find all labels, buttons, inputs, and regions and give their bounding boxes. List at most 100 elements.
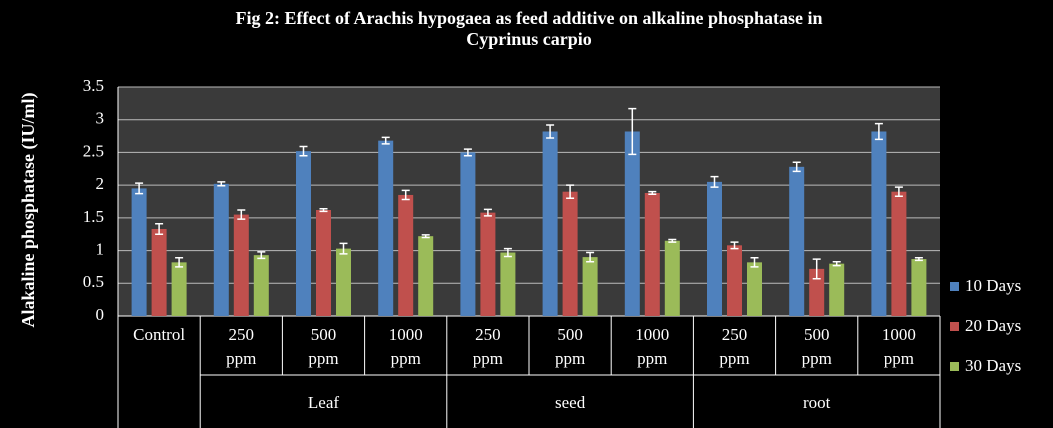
x-tick-label: ppm — [226, 349, 256, 368]
error-bar — [586, 251, 595, 263]
x-tick-label: ppm — [555, 349, 585, 368]
error-bar — [257, 251, 266, 260]
x-tick-label: ppm — [391, 349, 421, 368]
bar — [296, 151, 311, 316]
bar — [582, 257, 598, 316]
legend-swatch — [950, 282, 959, 291]
group-label: seed — [555, 393, 586, 412]
error-bar — [832, 260, 841, 267]
error-bar — [339, 242, 348, 255]
error-bar — [914, 257, 923, 262]
error-bar — [566, 184, 575, 199]
bar — [911, 259, 927, 316]
bar — [316, 210, 331, 316]
error-bar — [421, 234, 430, 239]
x-tick-label: 250 — [475, 325, 501, 344]
error-bar — [628, 107, 637, 156]
legend-label: 20 Days — [965, 316, 1021, 335]
error-bar — [546, 124, 555, 139]
group-label: root — [803, 393, 831, 412]
bar — [398, 194, 414, 316]
bar — [131, 188, 147, 316]
error-bar — [874, 122, 883, 141]
error-bar — [237, 209, 246, 220]
error-bar — [299, 145, 308, 157]
bar — [542, 131, 558, 316]
legend-swatch — [950, 362, 959, 371]
x-tick-label: ppm — [802, 349, 832, 368]
error-bar — [155, 222, 164, 235]
x-tick-label: 250 — [722, 325, 748, 344]
x-tick-label: ppm — [884, 349, 914, 368]
error-bar — [730, 241, 739, 250]
bar — [171, 262, 187, 316]
x-tick-label: 1000 — [389, 325, 423, 344]
bar — [789, 166, 805, 316]
bar — [562, 191, 578, 316]
legend-label: 10 Days — [965, 276, 1021, 295]
x-tick-label: 500 — [311, 325, 337, 344]
bar — [727, 245, 742, 316]
y-tick-label: 1 — [96, 239, 105, 258]
x-tick-label: 1000 — [882, 325, 916, 344]
legend-label: 30 Days — [965, 356, 1021, 375]
bar — [707, 181, 722, 316]
bar — [644, 192, 660, 316]
bar — [418, 236, 434, 316]
x-tick-label: 250 — [229, 325, 255, 344]
chart-title: Fig 2: Effect of Arachis hypogaea as fee… — [235, 8, 822, 28]
y-axis-label: Alakaline phosphatase (IU/ml) — [18, 92, 39, 327]
group-label: Leaf — [308, 393, 339, 412]
bar — [233, 214, 249, 316]
error-bar — [135, 182, 144, 195]
legend-swatch — [950, 322, 959, 331]
y-tick-label: 0.5 — [83, 272, 104, 291]
bar — [891, 191, 907, 316]
error-bar — [319, 207, 328, 213]
y-tick-label: 0 — [96, 305, 105, 324]
error-bar — [668, 238, 677, 243]
bar — [253, 255, 269, 316]
bar — [871, 131, 887, 316]
x-tick-label: 1000 — [635, 325, 669, 344]
y-tick-label: 2 — [96, 174, 105, 193]
bar — [460, 152, 476, 316]
error-bar — [503, 247, 512, 258]
x-tick-label: 500 — [557, 325, 583, 344]
y-tick-label: 2.5 — [83, 141, 104, 160]
error-bar — [648, 190, 657, 196]
y-tick-label: 1.5 — [83, 207, 104, 226]
bar — [747, 262, 762, 316]
error-bar — [894, 186, 903, 198]
error-bar — [812, 258, 821, 280]
y-tick-label: 3 — [96, 109, 105, 128]
error-bar — [483, 208, 492, 217]
x-tick-label: ppm — [637, 349, 667, 368]
bar — [336, 248, 351, 316]
bar — [151, 228, 167, 316]
error-bar — [750, 257, 759, 268]
bar — [624, 131, 640, 316]
bar — [213, 183, 229, 316]
error-bar — [463, 148, 472, 157]
bar — [829, 263, 845, 316]
error-bar — [792, 161, 801, 173]
bar — [500, 252, 516, 316]
error-bar — [175, 257, 184, 268]
x-tick-label: ppm — [473, 349, 503, 368]
x-tick-label: Control — [133, 325, 185, 344]
chart-title: Cyprinus carpio — [466, 29, 592, 49]
x-tick-label: ppm — [719, 349, 749, 368]
bar — [664, 240, 680, 316]
error-bar — [401, 189, 410, 201]
bar — [480, 212, 496, 316]
error-bar — [217, 181, 226, 187]
bar — [378, 140, 394, 316]
x-tick-label: ppm — [308, 349, 338, 368]
error-bar — [381, 136, 390, 145]
y-tick-label: 3.5 — [83, 76, 104, 95]
bar — [809, 268, 825, 316]
error-bar — [710, 175, 719, 188]
x-tick-label: 500 — [804, 325, 830, 344]
